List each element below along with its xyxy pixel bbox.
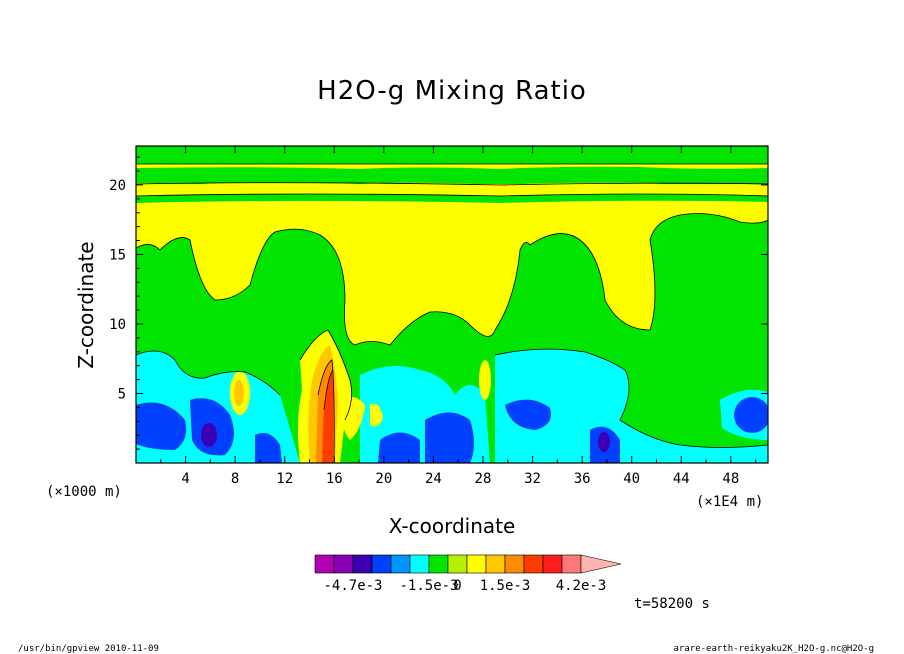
x-tick-label: 20	[375, 471, 392, 487]
x-scale-label: (×1E4 m)	[696, 494, 764, 510]
colorbar-swatch	[523, 554, 544, 574]
colorbar: -4.7e-3 -1.5e-30 1.5e-3 4.2e-3	[314, 554, 622, 594]
x-tick-label: 40	[623, 471, 640, 487]
x-axis-ticks: 4 8 12 16 20 24 28 32 36 40 44 48	[160, 146, 757, 487]
anomaly-yellow-4	[370, 403, 383, 427]
pocket-blue-4	[378, 432, 420, 463]
contour-field	[136, 146, 768, 463]
chart-title: H2O-g Mixing Ratio	[317, 76, 587, 106]
colorbar-swatch	[333, 554, 354, 574]
region-cyan-east	[495, 349, 768, 463]
y-tick-label: 5	[118, 386, 126, 402]
y-tick-label: 15	[109, 247, 126, 263]
colorbar-swatch	[428, 554, 449, 574]
pocket-blue-8	[734, 397, 768, 433]
anomaly-yellow-2	[479, 360, 491, 400]
x-axis-label: X-coordinate	[388, 514, 516, 538]
contour-lines	[136, 163, 768, 463]
band-green-top	[136, 146, 768, 164]
x-tick-label: 44	[673, 471, 690, 487]
x-tick-label: 16	[326, 471, 343, 487]
x-tick-label: 8	[231, 471, 239, 487]
colorbar-label: -1.5e-3	[399, 578, 458, 594]
band-green-mid	[136, 166, 768, 185]
colorbar-label: -4.7e-3	[323, 578, 382, 594]
colorbar-swatch	[409, 554, 430, 574]
pocket-blue-1	[136, 402, 187, 450]
x-tick-label: 48	[722, 471, 739, 487]
colorbar-swatch	[561, 554, 582, 574]
colorbar-swatch	[485, 554, 506, 574]
band-yellow-upper	[136, 184, 768, 196]
footer-left: /usr/bin/gpview 2010-11-09	[18, 644, 159, 654]
plume-red	[322, 370, 334, 463]
x-tick-label: 28	[475, 471, 492, 487]
y-tick-label: 10	[109, 317, 126, 333]
x-unit-label: (×1000 m)	[46, 484, 122, 500]
colorbar-label: 4.2e-3	[556, 578, 607, 594]
colorbar-label: 0	[453, 578, 461, 594]
footer-right: arare-earth-reikyaku2K_H2O-g.nc@H2O-g	[673, 644, 874, 654]
anomaly-orange-1	[234, 380, 244, 406]
x-tick-label: 32	[524, 471, 541, 487]
x-tick-label: 4	[181, 471, 189, 487]
x-tick-label: 12	[276, 471, 293, 487]
colorbar-swatch	[352, 554, 373, 574]
colorbar-swatch	[314, 554, 335, 574]
colorbar-label: 1.5e-3	[480, 578, 531, 594]
pocket-darkblue-2	[598, 432, 610, 452]
colorbar-swatch	[466, 554, 487, 574]
colorbar-swatch	[390, 554, 411, 574]
band-green-thin	[136, 194, 768, 203]
y-tick-label: 20	[109, 178, 126, 194]
x-tick-label: 24	[425, 471, 442, 487]
colorbar-arrow	[580, 554, 622, 574]
x-tick-label: 36	[574, 471, 591, 487]
anomaly-yellow-3	[341, 396, 365, 440]
plot-frame	[135, 145, 769, 464]
pocket-blue-3	[255, 432, 282, 463]
colorbar-swatch	[447, 554, 468, 574]
pocket-darkblue-1	[201, 423, 217, 447]
colorbar-swatch	[542, 554, 563, 574]
colorbar-swatch	[504, 554, 525, 574]
colorbar-swatch	[371, 554, 392, 574]
y-axis-ticks: 5 10 15 20	[109, 156, 768, 450]
pocket-blue-6	[505, 399, 551, 430]
pocket-blue-5	[425, 412, 474, 463]
time-label: t=58200 s	[634, 596, 710, 612]
